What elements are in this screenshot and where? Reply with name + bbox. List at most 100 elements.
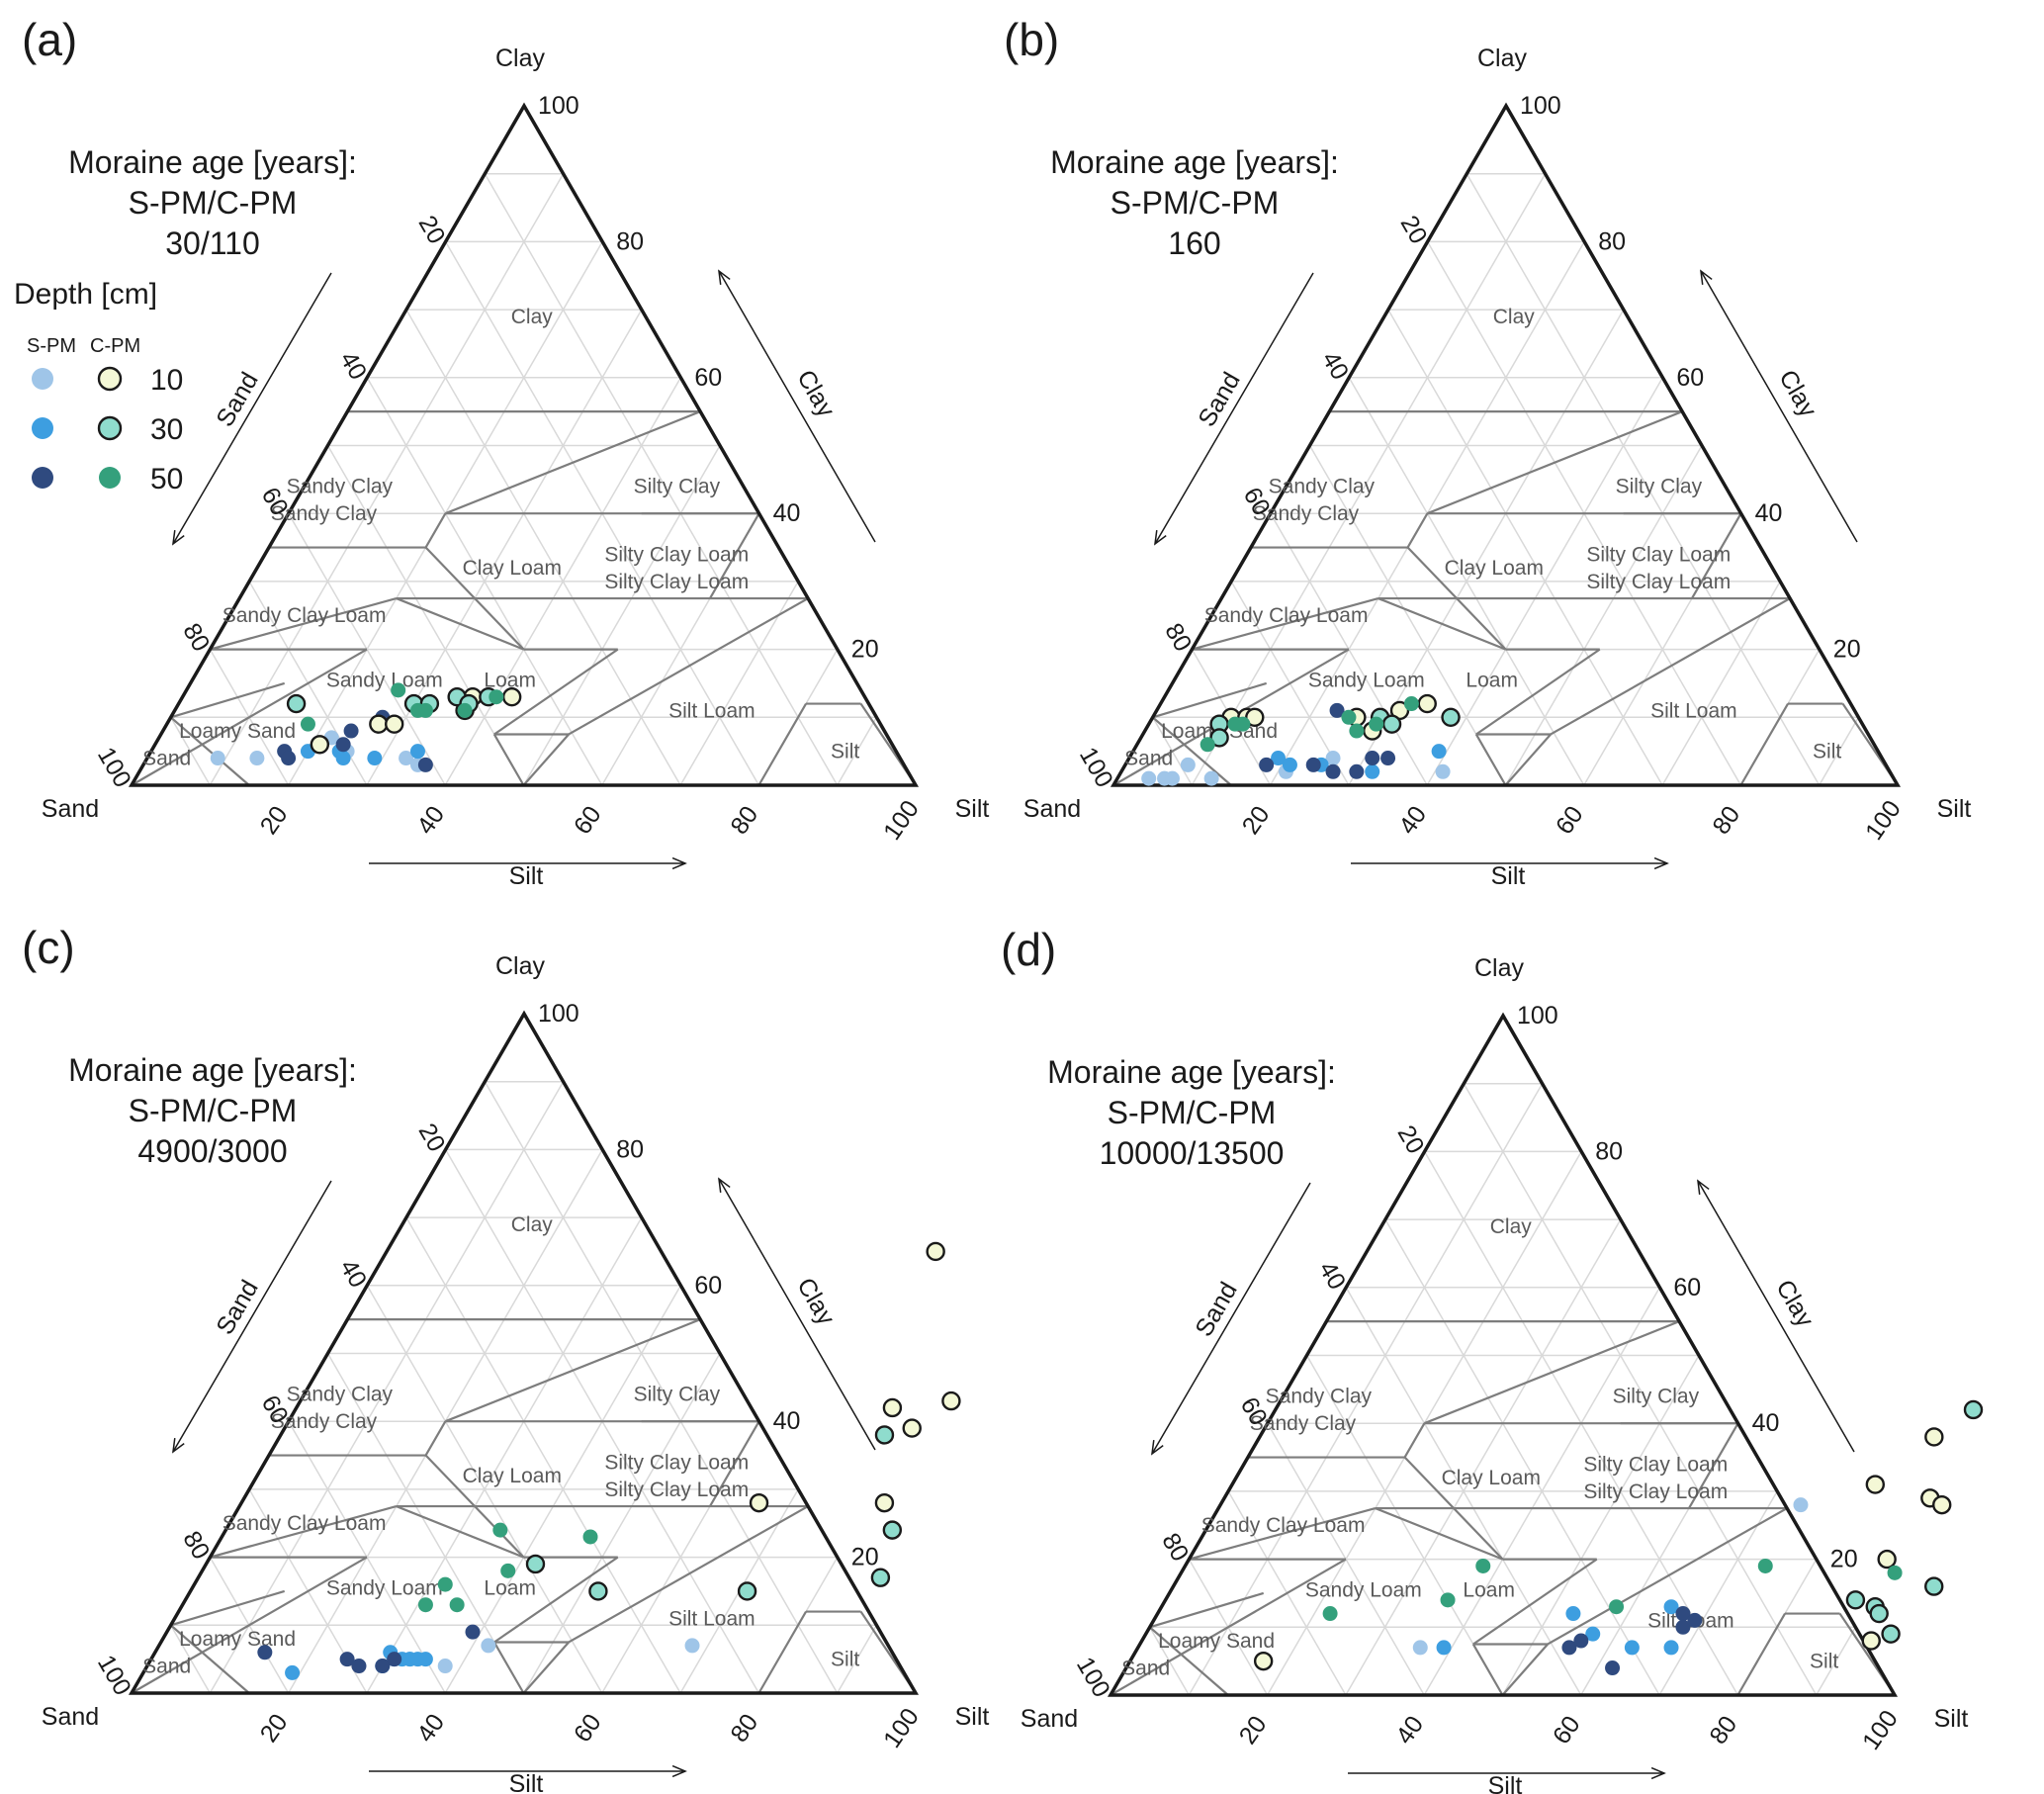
- silt-tick-label: 80: [725, 1709, 763, 1748]
- legend-cpm-marker: [97, 415, 123, 441]
- data-point-s50: [1561, 1640, 1577, 1656]
- clay-tick-label: 80: [616, 1135, 644, 1163]
- data-point-c10: [385, 714, 404, 734]
- data-point-c10: [310, 735, 330, 755]
- data-point-s50: [417, 757, 433, 772]
- data-point-s30: [285, 1664, 301, 1680]
- moraine-age-title: Moraine age [years]:: [68, 1052, 357, 1088]
- clay-tick-label: 20: [851, 1544, 879, 1571]
- grid-line: [405, 1216, 681, 1694]
- data-point-c10: [749, 1492, 769, 1513]
- axis-arrows: [1154, 269, 1858, 870]
- data-point-s50: [1605, 1660, 1621, 1676]
- texture-class-label: Sandy Clay: [1269, 476, 1376, 498]
- data-point-c10: [882, 1397, 903, 1418]
- class-boundary: [1691, 512, 1742, 599]
- sand-axis-arrow-head: [172, 1438, 185, 1454]
- data-point-c50: [1322, 1606, 1338, 1622]
- data-point-c50: [1200, 737, 1215, 753]
- texture-class-label: Silt: [1813, 741, 1841, 763]
- data-point-c10: [501, 686, 522, 707]
- moraine-age-groups: S-PM/C-PM: [129, 1093, 298, 1128]
- data-point-s10: [481, 1638, 496, 1654]
- sand-axis-name: Sand: [211, 368, 263, 432]
- data-point-c10: [941, 1390, 961, 1411]
- clay-tick-label: 60: [694, 364, 722, 392]
- silt-tick-label: 20: [255, 801, 294, 840]
- data-point-c50: [492, 1522, 508, 1538]
- texture-class-label: Silty Clay Loam: [1583, 1453, 1728, 1476]
- class-boundary: [1152, 681, 1268, 719]
- grid-line: [837, 716, 878, 786]
- texture-class-label: Silty Clay Loam: [1586, 571, 1731, 593]
- data-point-c30: [1209, 728, 1229, 748]
- texture-class-label: Silty Clay Loam: [604, 1451, 749, 1474]
- clay-axis-arrow-head: [1697, 1179, 1710, 1195]
- class-boundary: [1403, 1456, 1504, 1561]
- clay-tick-label: 60: [694, 1272, 722, 1300]
- data-point-s50: [1349, 763, 1365, 779]
- ternary-panel-3: Clay Sandy Clay Sandy Clay Silty Clay Clay L…: [22, 922, 989, 1794]
- data-point-s30: [1624, 1640, 1640, 1656]
- class-boundary: [444, 1318, 701, 1423]
- silt-axis-arrow-head: [671, 856, 687, 870]
- data-points: [257, 1241, 961, 1680]
- data-point-s50: [257, 1645, 273, 1660]
- legend-spm-marker: [32, 417, 53, 439]
- data-point-s30: [335, 751, 351, 766]
- sand-vertex-label: Sand: [42, 795, 99, 823]
- texture-class-label: Clay Loam: [1445, 557, 1544, 580]
- data-point-c50: [1475, 1558, 1491, 1573]
- data-point-s50: [335, 737, 351, 753]
- data-point-c10: [874, 1492, 895, 1513]
- silt-tick-label: 100: [1860, 795, 1907, 845]
- data-point-c30: [525, 1554, 546, 1574]
- clay-tick-label: 80: [616, 227, 644, 255]
- class-boundary: [170, 1589, 286, 1627]
- silt-axis-arrow-head: [1653, 856, 1669, 870]
- sand-axis-arrow: [1151, 1182, 1311, 1455]
- silt-axis-name: Silt: [509, 862, 544, 890]
- texture-class-label: Sandy Clay Loam: [1201, 1514, 1366, 1537]
- clay-axis-name: Clay: [791, 1273, 841, 1330]
- grid-line: [1191, 173, 1547, 786]
- clay-vertex-label: Clay: [1474, 954, 1525, 982]
- texture-class-label: Sandy Loam: [326, 669, 443, 691]
- clay-axis-name: Clay: [1773, 365, 1822, 422]
- class-boundary: [492, 733, 525, 786]
- data-point-c30: [1441, 707, 1461, 727]
- data-point-s10: [1793, 1497, 1809, 1513]
- class-boundary: [131, 1556, 368, 1694]
- clay-axis-name: Clay: [791, 365, 841, 422]
- grid-line: [1466, 173, 1821, 786]
- texture-class-label: Sandy Clay Loam: [222, 1512, 387, 1535]
- data-point-c50: [1887, 1565, 1903, 1580]
- moraine-age-groups: S-PM/C-PM: [1108, 1095, 1277, 1130]
- data-point-c50: [449, 1597, 465, 1613]
- class-boundary: [1736, 1613, 1786, 1696]
- legend-cpm-marker: [99, 467, 121, 489]
- silt-tick-label: 40: [1393, 801, 1432, 840]
- silt-tick-label: 80: [725, 801, 763, 840]
- class-boundary: [493, 648, 619, 736]
- data-point-c10: [1877, 1549, 1897, 1570]
- class-boundary: [170, 681, 286, 719]
- class-boundary: [1501, 1643, 1549, 1696]
- data-point-c10: [369, 714, 389, 734]
- data-point-c30: [1845, 1590, 1866, 1610]
- texture-class-label: Silty Clay: [1616, 476, 1703, 498]
- grid-line: [1384, 1218, 1660, 1696]
- data-point-s10: [1164, 770, 1180, 786]
- texture-class-label: Loam: [484, 669, 536, 691]
- sand-vertex-label: Sand: [1021, 1705, 1078, 1733]
- data-point-s50: [1687, 1612, 1703, 1628]
- data-point-c50: [417, 702, 433, 718]
- data-point-s50: [1259, 757, 1275, 772]
- data-point-s10: [437, 1659, 453, 1674]
- class-boundary: [169, 1624, 250, 1694]
- class-boundary: [396, 597, 525, 651]
- class-boundary: [568, 1505, 809, 1644]
- texture-class-label: Clay: [511, 1213, 554, 1236]
- moraine-age-values: 30/110: [165, 225, 260, 261]
- texture-class-label: Silt: [831, 1649, 859, 1671]
